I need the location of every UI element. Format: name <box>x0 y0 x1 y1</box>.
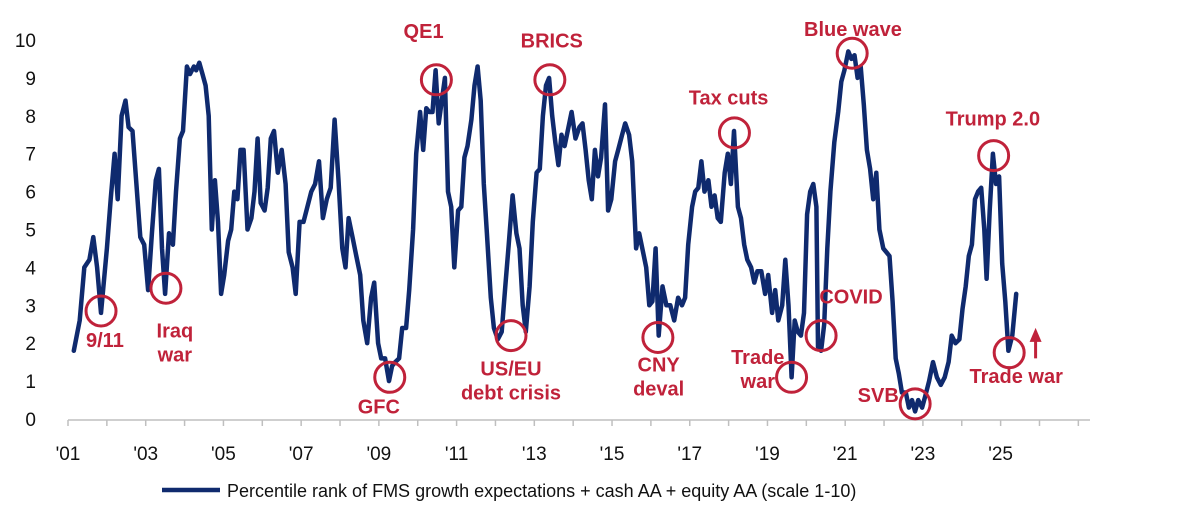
x-tick-label: '09 <box>366 444 391 465</box>
annotation-text: SVB <box>858 385 899 407</box>
y-tick-label: 7 <box>25 145 36 166</box>
annotation-text: Trade war <box>969 366 1063 388</box>
x-tick-label: '03 <box>133 444 158 465</box>
annotation-text: war <box>740 371 776 393</box>
annotation-circle <box>533 63 567 97</box>
annotation-text: Blue wave <box>804 19 902 41</box>
x-tick-label: '19 <box>755 444 780 465</box>
y-tick-label: 5 <box>25 221 36 242</box>
annotation-text: debt crisis <box>461 382 561 404</box>
annotation-circle <box>641 321 675 355</box>
annotation-gfc: GFC <box>358 360 407 418</box>
annotation-text: QE1 <box>404 21 444 43</box>
x-tick-label: '25 <box>988 444 1013 465</box>
legend-label: Percentile rank of FMS growth expectatio… <box>227 481 856 501</box>
annotation-circle <box>419 63 453 97</box>
annotation-circle <box>149 271 183 305</box>
y-tick-label: 6 <box>25 183 36 204</box>
y-tick-label: 4 <box>25 258 36 279</box>
x-tick-label: '15 <box>600 444 625 465</box>
arrow-head <box>1029 327 1042 342</box>
annotation-text: 9/11 <box>86 330 124 352</box>
annotation-text: GFC <box>358 396 400 418</box>
annotation-trump-2-0: Trump 2.0 <box>946 108 1040 173</box>
y-tick-label: 10 <box>15 31 36 52</box>
annotation-text: Trump 2.0 <box>946 108 1040 130</box>
x-tick-label: '07 <box>289 444 314 465</box>
y-tick-label: 1 <box>25 372 36 393</box>
y-tick-label: 3 <box>25 296 36 317</box>
annotation-svb: SVB <box>858 385 932 421</box>
y-tick-label: 0 <box>25 410 36 431</box>
x-tick-label: '17 <box>677 444 702 465</box>
annotation-circle <box>494 319 528 353</box>
x-axis-ticks: '01 '03 '05 '07 '09 '11 '13 '15 '17 '19 '21 '23 '25 <box>56 444 1013 465</box>
annotation-text: deval <box>633 379 684 401</box>
annotation-covid: COVID <box>804 286 883 353</box>
x-tick-label: '21 <box>833 444 858 465</box>
annotation-text: COVID <box>819 286 882 308</box>
annotation-text: Trade <box>731 347 784 369</box>
x-tick-label: '11 <box>445 444 468 465</box>
annotation-circle <box>977 139 1011 173</box>
x-tick-label: '01 <box>56 444 81 465</box>
annotation-circle <box>898 387 932 421</box>
annotation-qe1: QE1 <box>404 21 453 97</box>
annotation-blue-wave: Blue wave <box>804 19 902 70</box>
series-line-fms-rank <box>71 49 1019 414</box>
annotation-circle <box>84 294 118 328</box>
annotation-text: war <box>157 345 193 367</box>
x-tick-label: '13 <box>522 444 547 465</box>
annotation-tax-cuts: Tax cuts <box>689 87 769 150</box>
annotation-text: BRICS <box>521 31 583 53</box>
y-tick-label: 9 <box>25 69 36 90</box>
annotation-text: US/EU <box>480 358 541 380</box>
x-axis-tick-marks <box>67 420 1080 426</box>
annotation-text: Tax cuts <box>689 87 769 109</box>
x-tick-label: '05 <box>211 444 236 465</box>
annotation-circle <box>717 116 751 150</box>
up-arrow-annotation <box>1029 327 1042 359</box>
y-tick-label: 2 <box>25 334 36 355</box>
x-tick-label: '23 <box>911 444 936 465</box>
annotation-circle <box>373 360 407 394</box>
annotation-brics: BRICS <box>521 31 583 97</box>
annotation-circle <box>992 336 1026 370</box>
annotation-circle <box>775 360 809 394</box>
annotation-trade-war: Trade war <box>969 336 1063 388</box>
annotation-text: CNY <box>638 355 681 377</box>
legend: Percentile rank of FMS growth expectatio… <box>162 481 856 501</box>
annotation-text: Iraq <box>157 321 194 343</box>
annotation-circle <box>804 319 838 353</box>
y-tick-label: 8 <box>25 107 36 128</box>
annotation-9-11: 9/11 <box>84 294 124 352</box>
annotation-circle <box>835 36 869 70</box>
y-axis-ticks: 0 1 2 3 4 5 6 7 8 9 10 <box>15 31 37 431</box>
